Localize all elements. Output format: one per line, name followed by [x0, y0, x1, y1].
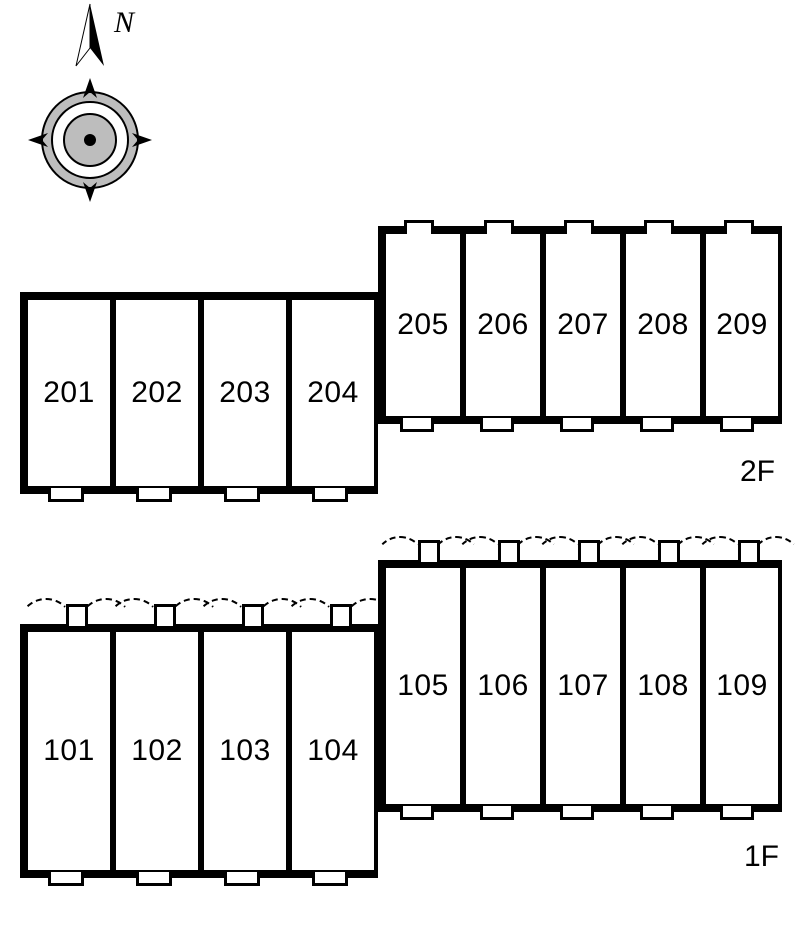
door-arc-l-1F-left-2 — [194, 598, 250, 654]
door-arc-l-1F-right-3 — [614, 536, 666, 588]
door-arc-l-1F-right-4 — [694, 536, 746, 588]
window-top-2F-right-0 — [404, 220, 434, 234]
unit-209: 209 — [703, 231, 781, 419]
door-arc-l-1F-right-1 — [454, 536, 506, 588]
compass: N — [20, 0, 160, 225]
compass-n-label: N — [113, 6, 136, 39]
window-top-2F-right-2 — [564, 220, 594, 234]
window-bottom-2F-left-3 — [312, 488, 348, 502]
window-bottom-2F-left-0 — [48, 488, 84, 502]
door-arc-l-1F-left-3 — [282, 598, 338, 654]
window-bottom-1F-left-0 — [48, 872, 84, 886]
unit-109: 109 — [703, 565, 781, 807]
window-top-2F-right-4 — [724, 220, 754, 234]
unit-107: 107 — [543, 565, 623, 807]
window-bottom-1F-left-1 — [136, 872, 172, 886]
window-bottom-2F-right-2 — [560, 418, 594, 432]
window-bottom-1F-right-3 — [640, 806, 674, 820]
compass-svg: N — [20, 0, 160, 220]
window-bottom-2F-left-1 — [136, 488, 172, 502]
unit-208: 208 — [623, 231, 703, 419]
unit-207: 207 — [543, 231, 623, 419]
window-bottom-1F-right-1 — [480, 806, 514, 820]
window-bottom-2F-right-4 — [720, 418, 754, 432]
unit-101: 101 — [25, 629, 113, 873]
unit-205: 205 — [383, 231, 463, 419]
unit-203: 203 — [201, 297, 289, 489]
window-bottom-1F-left-3 — [312, 872, 348, 886]
window-bottom-1F-right-2 — [560, 806, 594, 820]
window-bottom-1F-right-4 — [720, 806, 754, 820]
floor-label-2f: 2F — [740, 455, 775, 489]
window-bottom-1F-right-0 — [400, 806, 434, 820]
window-bottom-2F-left-2 — [224, 488, 260, 502]
door-arc-l-1F-left-0 — [18, 598, 74, 654]
unit-206: 206 — [463, 231, 543, 419]
window-bottom-2F-right-1 — [480, 418, 514, 432]
unit-102: 102 — [113, 629, 201, 873]
door-arc-l-1F-right-2 — [534, 536, 586, 588]
unit-105: 105 — [383, 565, 463, 807]
floorplan-canvas: { "compass": { "label": "N", "x": 20, "y… — [0, 0, 800, 941]
unit-202: 202 — [113, 297, 201, 489]
unit-108: 108 — [623, 565, 703, 807]
unit-204: 204 — [289, 297, 377, 489]
unit-104: 104 — [289, 629, 377, 873]
window-top-2F-right-3 — [644, 220, 674, 234]
window-bottom-2F-right-3 — [640, 418, 674, 432]
unit-106: 106 — [463, 565, 543, 807]
window-bottom-1F-left-2 — [224, 872, 260, 886]
door-arc-l-1F-left-1 — [106, 598, 162, 654]
unit-103: 103 — [201, 629, 289, 873]
window-top-2F-right-1 — [484, 220, 514, 234]
door-arc-l-1F-right-0 — [374, 536, 426, 588]
unit-201: 201 — [25, 297, 113, 489]
door-arc-r-1F-right-4 — [750, 536, 800, 588]
window-bottom-2F-right-0 — [400, 418, 434, 432]
floor-label-1f: 1F — [744, 840, 779, 874]
